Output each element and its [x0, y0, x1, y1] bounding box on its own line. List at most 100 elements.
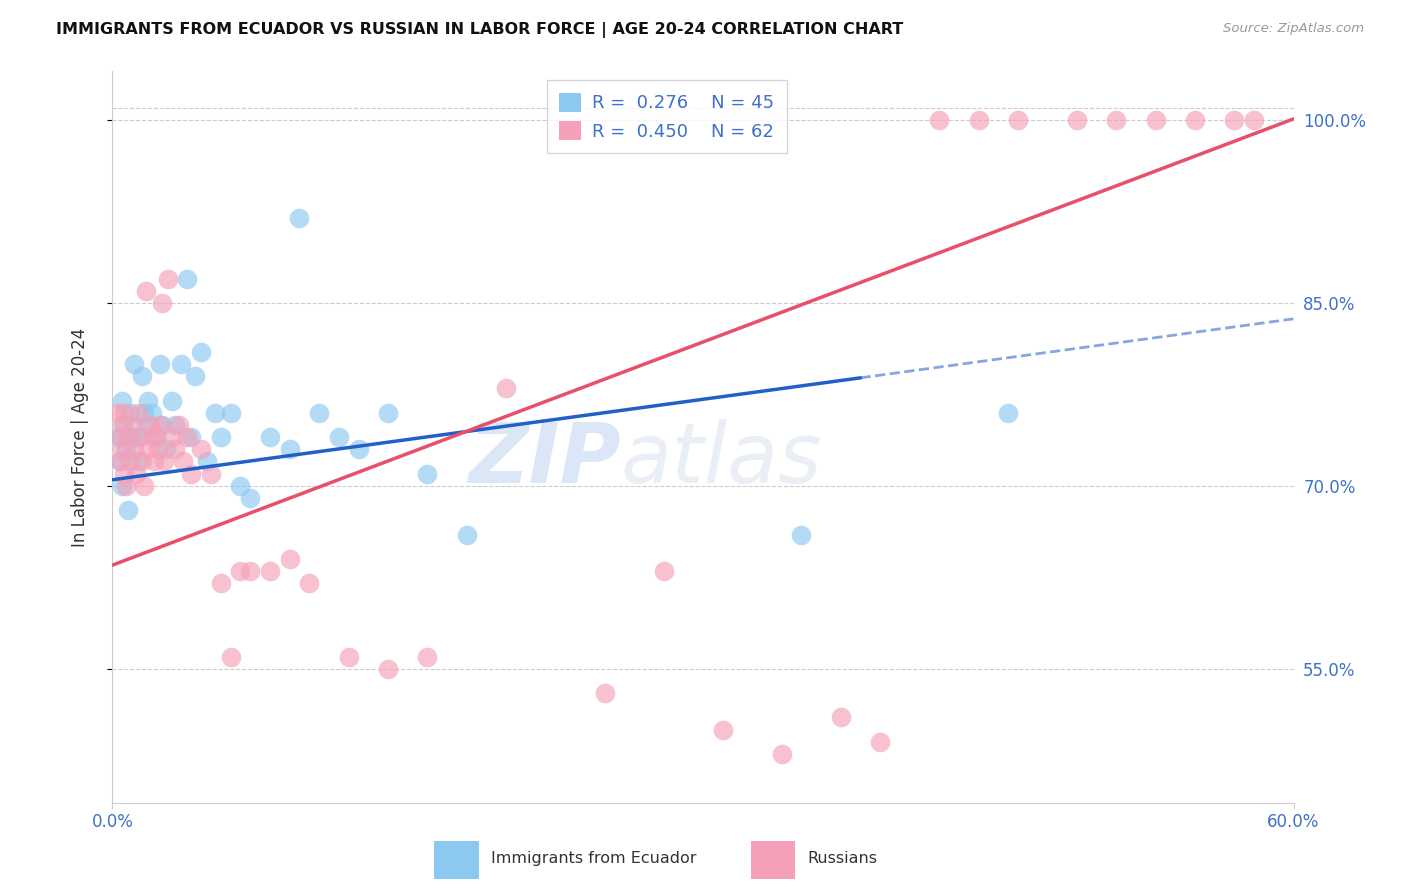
Point	[132, 406, 155, 420]
Point	[997, 406, 1019, 420]
Point	[129, 430, 152, 444]
Point	[298, 576, 321, 591]
Point	[111, 479, 134, 493]
Point	[120, 454, 142, 468]
Point	[131, 369, 153, 384]
Point	[121, 430, 143, 444]
Point	[156, 271, 179, 285]
Point	[136, 393, 159, 408]
Point	[288, 211, 311, 225]
Point	[790, 527, 813, 541]
Point	[204, 406, 226, 420]
Point	[180, 467, 202, 481]
Point	[869, 735, 891, 749]
Point	[830, 710, 852, 724]
Point	[142, 454, 165, 468]
Point	[456, 527, 478, 541]
Point	[308, 406, 330, 420]
Point	[176, 271, 198, 285]
Point	[1144, 113, 1167, 128]
Point	[967, 113, 990, 128]
Point	[111, 417, 134, 432]
Point	[150, 296, 173, 310]
Point	[110, 454, 132, 468]
Point	[347, 442, 370, 457]
Point	[209, 576, 232, 591]
Point	[117, 503, 139, 517]
Point	[139, 417, 162, 432]
Point	[125, 430, 148, 444]
Point	[337, 649, 360, 664]
Point	[141, 430, 163, 444]
Point	[328, 430, 350, 444]
Point	[165, 442, 187, 457]
Point	[259, 430, 281, 444]
Point	[229, 479, 252, 493]
Point	[112, 467, 135, 481]
Point	[239, 491, 262, 505]
Point	[132, 479, 155, 493]
Point	[149, 357, 172, 371]
Point	[135, 284, 157, 298]
Point	[1184, 113, 1206, 128]
Point	[127, 454, 149, 468]
Point	[127, 406, 149, 420]
Point	[152, 454, 174, 468]
Point	[111, 442, 134, 457]
Point	[170, 357, 193, 371]
Point	[278, 552, 301, 566]
Text: atlas: atlas	[620, 418, 823, 500]
Point	[112, 406, 135, 420]
Point	[107, 406, 129, 420]
Point	[180, 430, 202, 444]
Point	[200, 467, 222, 481]
Point	[145, 430, 167, 444]
Point	[1105, 113, 1128, 128]
Point	[115, 442, 138, 457]
Point	[115, 479, 138, 493]
Point	[125, 467, 148, 481]
Point	[377, 662, 399, 676]
Point	[165, 417, 187, 432]
Legend: R =  0.276    N = 45, R =  0.450    N = 62: R = 0.276 N = 45, R = 0.450 N = 62	[547, 80, 786, 153]
Point	[131, 454, 153, 468]
Point	[141, 406, 163, 420]
Point	[377, 406, 399, 420]
Point	[416, 649, 439, 664]
Point	[121, 417, 143, 432]
Bar	[434, 841, 478, 879]
Point	[652, 564, 675, 578]
Text: Russians: Russians	[808, 851, 877, 866]
Point	[122, 442, 145, 457]
Point	[136, 442, 159, 457]
Point	[190, 344, 212, 359]
Point	[1007, 113, 1029, 128]
Point	[219, 406, 242, 420]
Y-axis label: In Labor Force | Age 20-24: In Labor Force | Age 20-24	[70, 327, 89, 547]
Point	[120, 406, 142, 420]
Point	[145, 430, 167, 444]
Point	[195, 454, 218, 468]
Point	[155, 442, 177, 457]
Point	[495, 381, 517, 395]
Point	[150, 417, 173, 432]
Point	[146, 442, 169, 457]
Point	[176, 430, 198, 444]
Point	[711, 723, 734, 737]
Text: ZIP: ZIP	[468, 418, 620, 500]
Point	[107, 430, 129, 444]
Point	[117, 430, 139, 444]
Point	[149, 417, 172, 432]
Point	[209, 430, 232, 444]
Point	[110, 430, 132, 444]
Point	[169, 417, 191, 432]
Point	[770, 747, 793, 761]
Bar	[751, 841, 796, 879]
Point	[160, 430, 183, 444]
Text: IMMIGRANTS FROM ECUADOR VS RUSSIAN IN LABOR FORCE | AGE 20-24 CORRELATION CHART: IMMIGRANTS FROM ECUADOR VS RUSSIAN IN LA…	[56, 22, 904, 38]
Point	[1223, 113, 1246, 128]
Point	[229, 564, 252, 578]
Point	[278, 442, 301, 457]
Text: Source: ZipAtlas.com: Source: ZipAtlas.com	[1223, 22, 1364, 36]
Point	[928, 113, 950, 128]
